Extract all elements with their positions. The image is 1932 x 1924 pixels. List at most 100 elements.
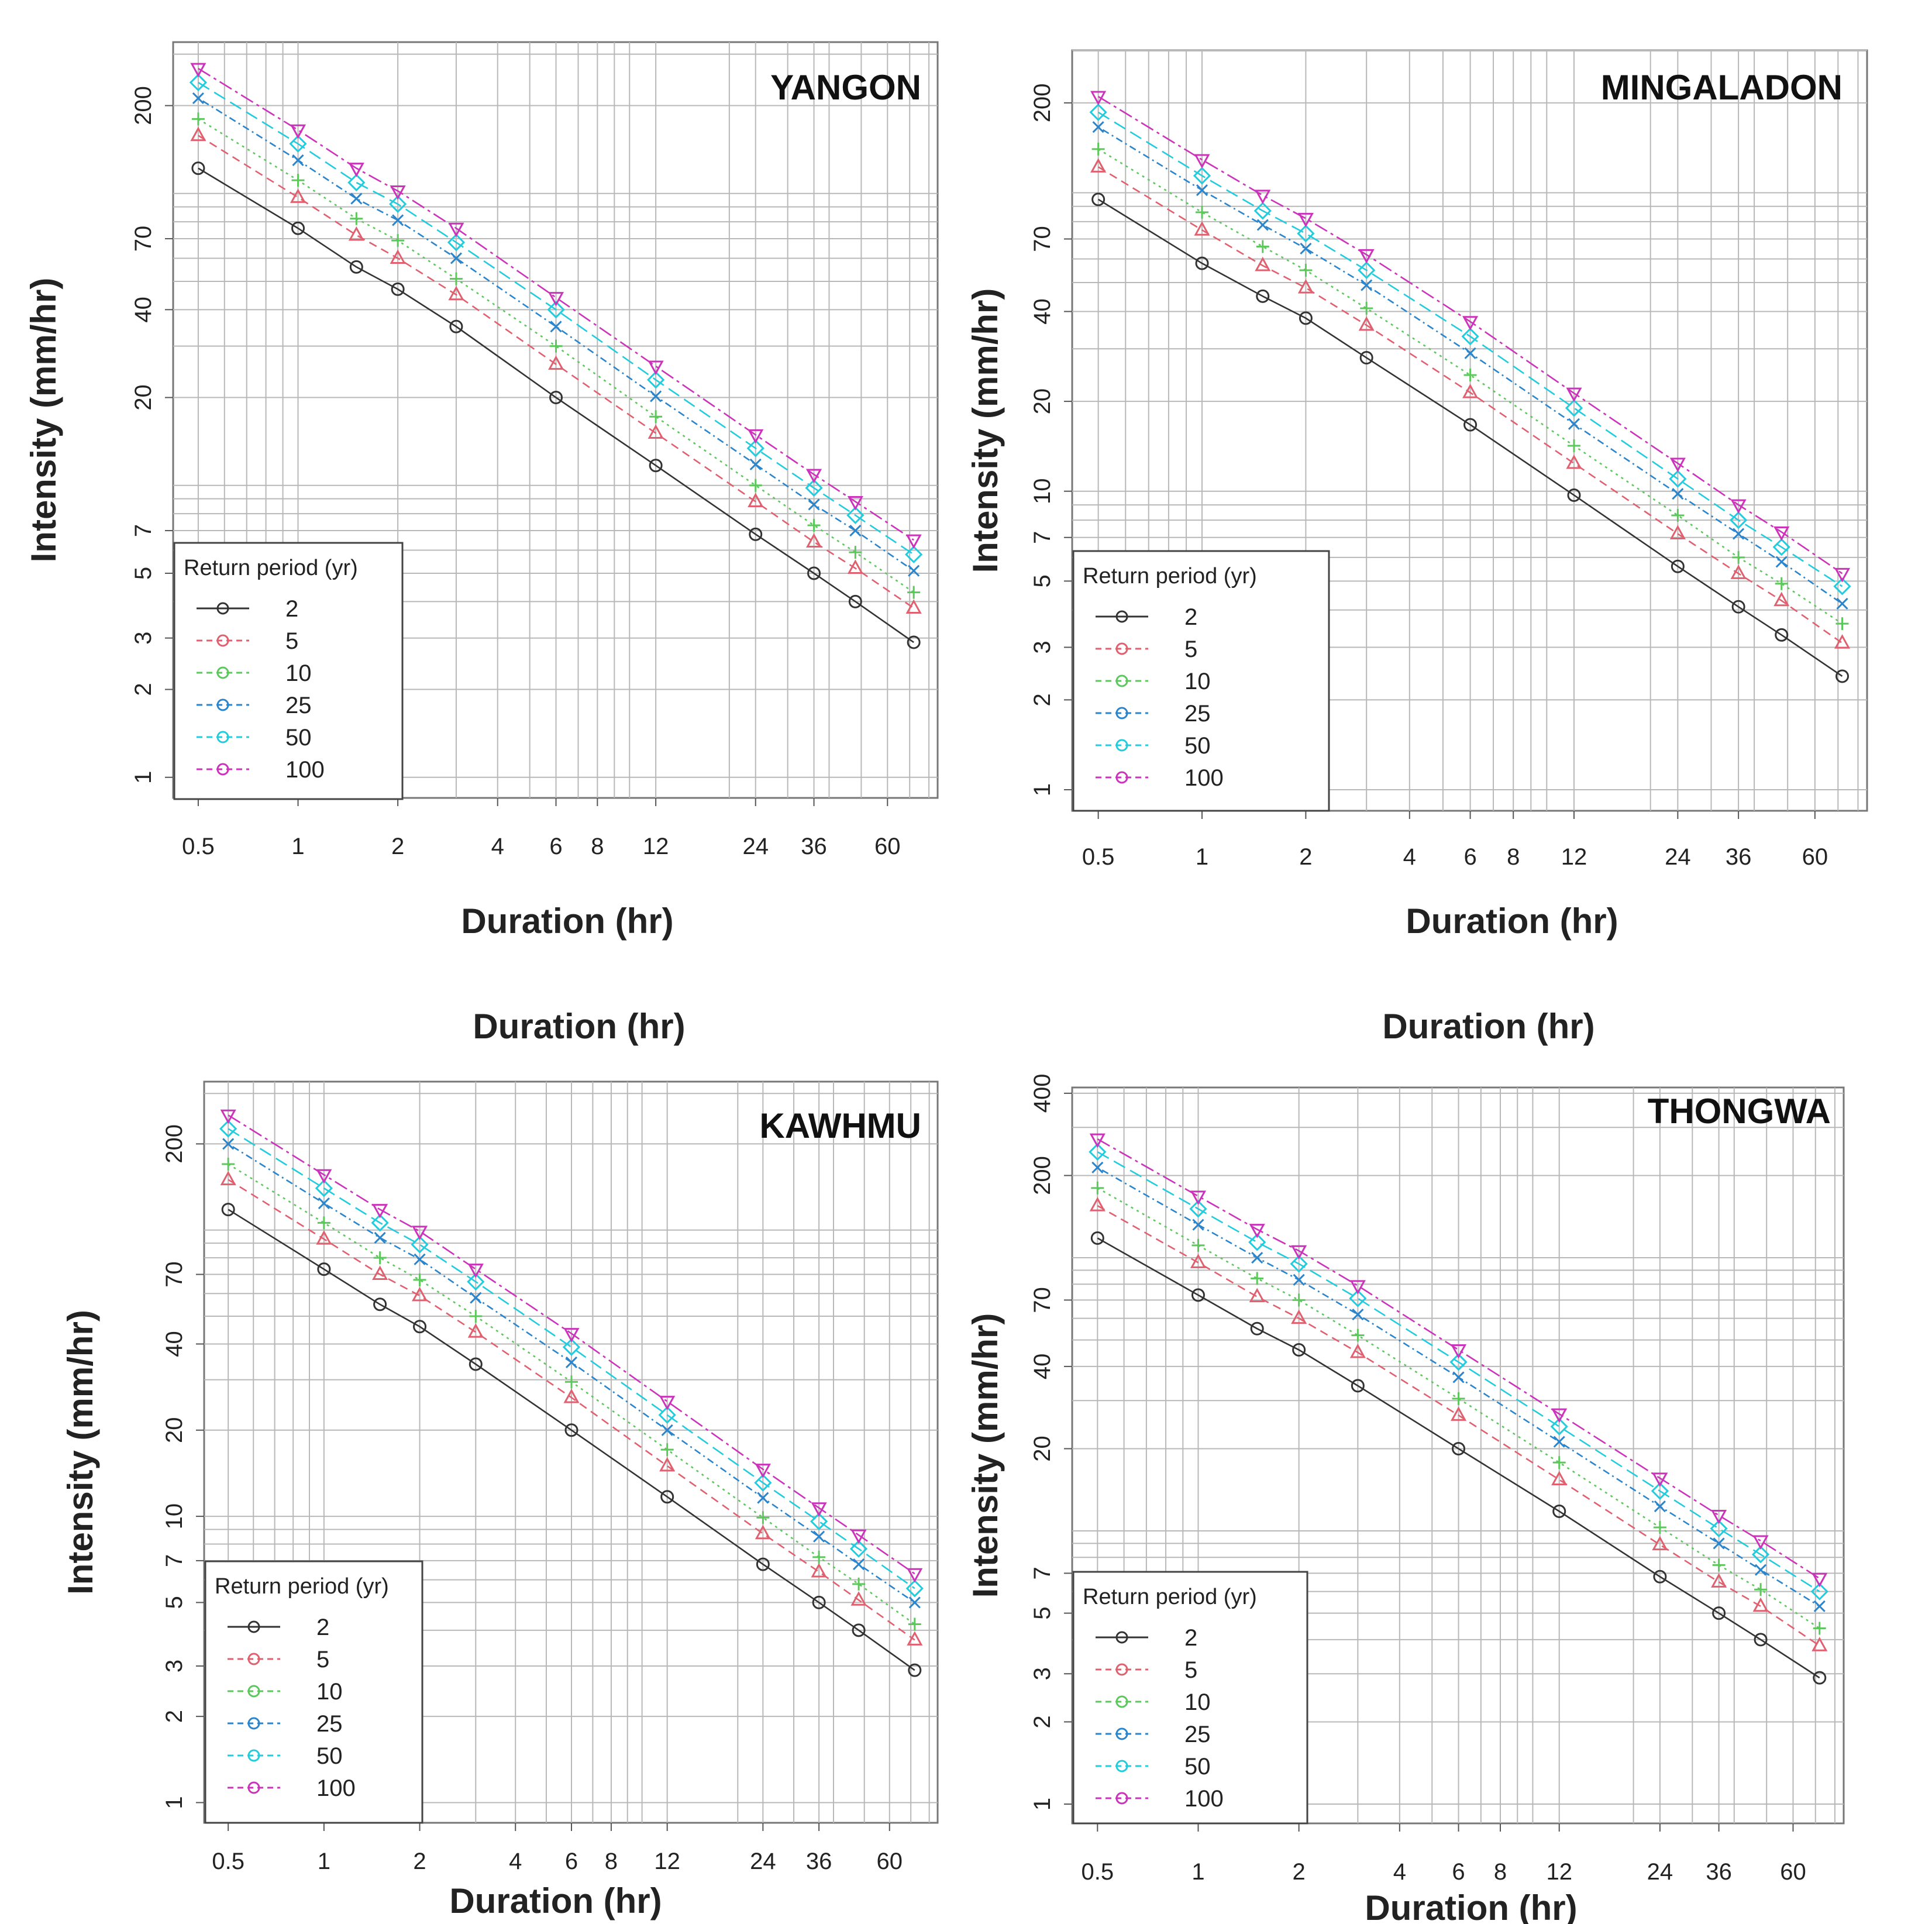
data-point-100 [390, 185, 406, 200]
data-point-10 [469, 1310, 483, 1323]
data-point-2 [1653, 1570, 1667, 1584]
data-point-2 [807, 566, 821, 580]
series-line-100 [1097, 95, 1843, 574]
data-point-50 [1833, 577, 1851, 596]
data-point-50 [746, 439, 764, 457]
x-tick-label: 36 [1706, 1859, 1732, 1885]
data-point-50 [1349, 1289, 1367, 1307]
legend-label-2: 2 [1184, 1625, 1197, 1651]
data-point-100 [907, 1568, 923, 1583]
legend-marker-100 [247, 1781, 260, 1794]
data-point-5 [811, 1562, 827, 1578]
x-tick-label: 12 [1546, 1859, 1572, 1885]
y-tick-label: 20 [1029, 388, 1055, 415]
data-point-25 [1754, 1564, 1767, 1576]
data-point-2 [749, 527, 763, 541]
data-point-50 [754, 1474, 772, 1492]
data-point-25 [852, 1558, 865, 1571]
series-line-25 [198, 97, 914, 572]
x-tick-label: 24 [1665, 844, 1691, 870]
legend-marker-2 [1115, 610, 1128, 623]
data-point-2 [1359, 351, 1373, 365]
data-point-5 [1297, 278, 1314, 294]
y-tick-label: 1 [161, 1796, 187, 1809]
data-point-50 [1248, 1233, 1266, 1251]
data-point-50 [1189, 1200, 1207, 1218]
legend-title: Return period (yr) [215, 1574, 389, 1599]
legend-marker-10 [247, 1685, 260, 1698]
data-point-50 [1253, 202, 1272, 220]
data-point-10 [1775, 577, 1788, 590]
data-point-50 [389, 195, 407, 213]
y-tick-label: 2 [130, 683, 156, 696]
data-point-5 [1249, 1288, 1265, 1303]
data-point-5 [448, 285, 464, 301]
legend-title: Return period (yr) [184, 556, 358, 580]
data-point-25 [1452, 1371, 1465, 1383]
data-point-10 [907, 586, 921, 599]
data-point-5 [907, 1631, 923, 1646]
x-tick-label: 36 [1726, 844, 1752, 870]
data-point-10 [908, 1617, 921, 1631]
x-axis-label: Duration (hr) [461, 901, 673, 941]
series-line-2 [228, 1209, 915, 1671]
data-point-25 [1568, 418, 1580, 430]
data-point-100 [1297, 212, 1314, 228]
data-point-5 [372, 1265, 388, 1281]
x-tick-label: 8 [605, 1849, 618, 1874]
x-tick-label: 0.5 [182, 834, 215, 859]
data-point-25 [908, 1596, 921, 1609]
legend-label-10: 10 [285, 660, 312, 686]
series-line-2 [1097, 198, 1843, 677]
data-point-10 [1091, 142, 1105, 156]
data-point-100 [1730, 499, 1747, 514]
x-tick-label: 1 [1191, 1859, 1204, 1885]
data-point-2 [291, 221, 305, 235]
legend-title: Return period (yr) [1083, 564, 1257, 588]
data-point-2 [349, 260, 363, 274]
data-point-25 [1713, 1537, 1725, 1550]
data-point-50 [1669, 470, 1687, 488]
data-point-10 [1463, 369, 1477, 382]
data-point-50 [1550, 1417, 1568, 1436]
data-point-25 [1464, 347, 1476, 359]
legend-marker-50 [247, 1749, 260, 1762]
series-line-50 [228, 1128, 915, 1589]
series-line-5 [1097, 166, 1843, 644]
data-point-10 [1813, 1622, 1826, 1635]
data-point-10 [1567, 439, 1580, 453]
data-point-10 [649, 410, 663, 424]
data-point-50 [1565, 399, 1583, 417]
data-point-50 [805, 479, 823, 497]
series-line-100 [1097, 1138, 1820, 1579]
y-tick-label: 7 [1029, 531, 1055, 544]
data-point-25 [414, 1253, 426, 1265]
legend-label-25: 25 [1184, 1722, 1211, 1747]
data-point-25 [318, 1197, 330, 1210]
legend-label-5: 5 [316, 1647, 329, 1672]
data-point-100 [806, 469, 822, 484]
legend-label-100: 100 [316, 1775, 356, 1801]
data-point-25 [1733, 528, 1745, 540]
data-point-2 [1552, 1504, 1566, 1518]
series-line-10 [198, 118, 914, 593]
data-point-100 [348, 163, 364, 177]
data-point-2 [564, 1423, 578, 1437]
y-tick-label: 3 [1029, 641, 1055, 653]
chart-title: KAWHMU [759, 1106, 921, 1145]
x-tick-label: 1 [318, 1849, 330, 1874]
data-point-50 [1751, 1546, 1770, 1564]
x-tick-label: 6 [565, 1849, 578, 1874]
data-point-10 [1835, 617, 1849, 631]
x-axis-label: Duration (hr) [449, 1881, 662, 1920]
data-point-25 [1352, 1308, 1364, 1321]
data-point-100 [748, 429, 764, 444]
y-tick-label: 1 [1029, 783, 1055, 796]
data-point-2 [1191, 1288, 1205, 1302]
data-point-5 [1730, 565, 1747, 579]
data-point-50 [411, 1235, 429, 1254]
y-tick-label: 200 [1029, 1156, 1055, 1195]
data-point-100 [811, 1502, 827, 1517]
